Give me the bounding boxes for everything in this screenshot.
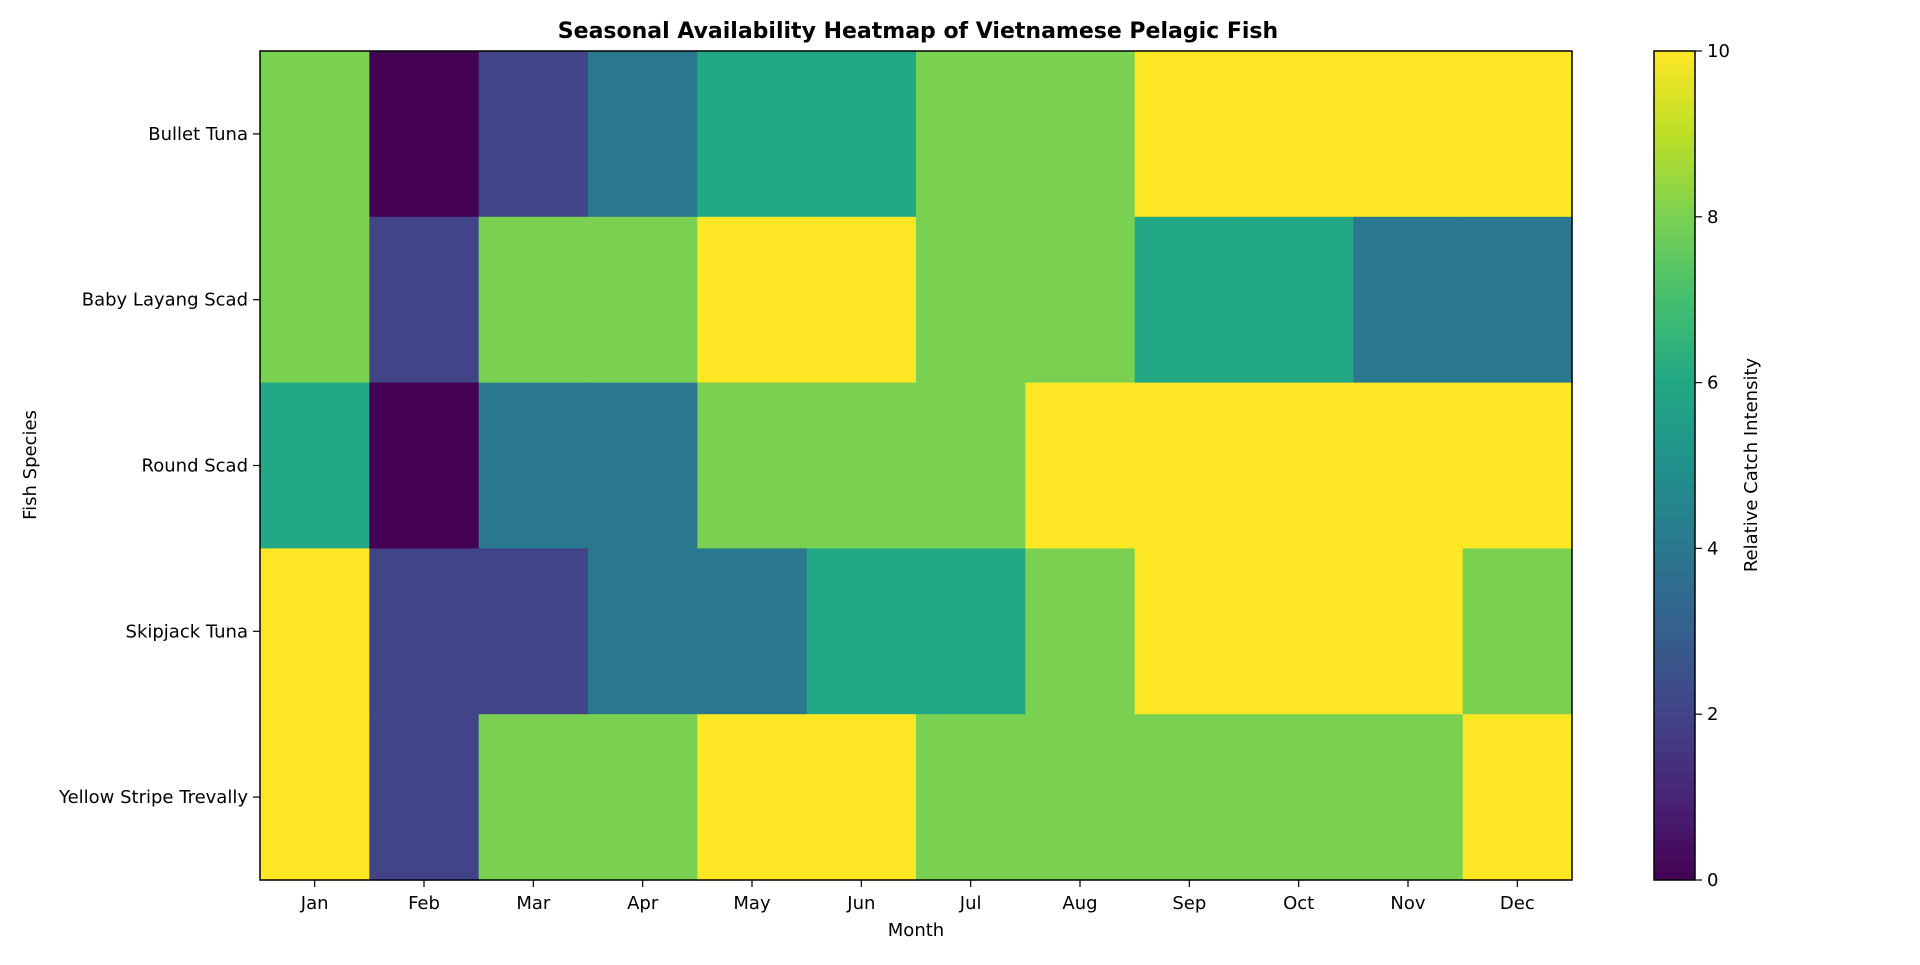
- heatmap-cell: [369, 216, 480, 384]
- heatmap-cell: [1462, 216, 1573, 384]
- heatmap-cell: [916, 51, 1026, 218]
- colorbar-tick-label: 2: [1707, 704, 1718, 725]
- heatmap-cell: [1134, 216, 1245, 384]
- y-tick-label: Baby Layang Scad: [82, 290, 248, 311]
- heatmap-cell: [697, 51, 808, 218]
- y-axis-label: Fish Species: [20, 410, 41, 520]
- x-axis-label: Month: [888, 920, 944, 941]
- heatmap-cell: [260, 51, 370, 218]
- heatmap-cell: [697, 382, 808, 549]
- heatmap-cells: [260, 51, 1573, 881]
- colorbar-label: Relative Catch Intensity: [1741, 357, 1762, 572]
- heatmap-cell: [478, 216, 589, 384]
- heatmap-cell: [916, 548, 1026, 715]
- heatmap-cell: [1025, 51, 1136, 218]
- heatmap-cell: [1353, 548, 1464, 715]
- heatmap-cell: [588, 714, 698, 881]
- colorbar-ticks: 0 2 4 6 8 10: [1695, 41, 1730, 891]
- heatmap-cell: [1462, 51, 1573, 218]
- heatmap-cell: [260, 714, 370, 881]
- heatmap-cell: [588, 216, 698, 384]
- y-tick-label: Round Scad: [142, 456, 248, 477]
- heatmap-cell: [1244, 216, 1354, 384]
- y-axis-ticks: Bullet Tuna Baby Layang Scad Round Scad Ski…: [58, 124, 260, 808]
- heatmap-cell: [369, 548, 480, 715]
- colorbar-tick-label: 0: [1707, 870, 1718, 891]
- heatmap-cell: [806, 51, 917, 218]
- heatmap-cell: [916, 216, 1026, 384]
- heatmap-cell: [916, 382, 1026, 549]
- heatmap-cell: [1025, 714, 1136, 881]
- x-tick-label: Aug: [1062, 893, 1097, 914]
- heatmap-cell: [697, 216, 808, 384]
- heatmap-cell: [1134, 714, 1245, 881]
- heatmap-cell: [478, 714, 589, 881]
- heatmap-cell: [1244, 548, 1354, 715]
- heatmap-cell: [478, 548, 589, 715]
- x-tick-label: Oct: [1283, 893, 1314, 914]
- colorbar-tick-label: 10: [1707, 41, 1730, 62]
- heatmap-cell: [260, 382, 370, 549]
- heatmap-cell: [1244, 51, 1354, 218]
- heatmap-cell: [697, 714, 808, 881]
- heatmap-cell: [1244, 382, 1354, 549]
- y-tick-label: Bullet Tuna: [148, 124, 248, 145]
- heatmap-cell: [806, 714, 917, 881]
- colorbar-tick-label: 4: [1707, 538, 1718, 559]
- heatmap-cell: [1025, 548, 1136, 715]
- heatmap-cell: [478, 51, 589, 218]
- colorbar-gradient: [1653, 50, 1696, 881]
- heatmap-cell: [369, 714, 480, 881]
- x-axis-ticks: Jan Feb Mar Apr May Jun Jul Aug Sep Oct Nov Dec: [300, 880, 1535, 914]
- heatmap-cell: [478, 382, 589, 549]
- x-tick-label: Mar: [516, 893, 551, 914]
- heatmap-cell: [1134, 548, 1245, 715]
- heatmap-cell: [806, 548, 917, 715]
- heatmap-cell: [1462, 714, 1573, 881]
- heatmap-cell: [1353, 714, 1464, 881]
- x-tick-label: Dec: [1500, 893, 1535, 914]
- heatmap-cell: [1462, 548, 1573, 715]
- heatmap-cell: [369, 382, 480, 549]
- heatmap-cell: [1025, 216, 1136, 384]
- heatmap-cell: [588, 382, 698, 549]
- heatmap-cell: [806, 216, 917, 384]
- x-tick-label: Jul: [959, 893, 982, 914]
- chart-title: Seasonal Availability Heatmap of Vietnam…: [558, 19, 1278, 44]
- x-tick-label: Jan: [300, 893, 329, 914]
- heatmap-cell: [1353, 51, 1464, 218]
- colorbar-tick-label: 6: [1707, 373, 1718, 394]
- heatmap-cell: [1353, 382, 1464, 549]
- heatmap-cell: [1244, 714, 1354, 881]
- heatmap-cell: [1462, 382, 1573, 549]
- y-tick-label: Skipjack Tuna: [126, 621, 248, 642]
- heatmap-cell: [697, 548, 808, 715]
- x-tick-label: Jun: [846, 893, 875, 914]
- colorbar-tick-label: 8: [1707, 207, 1718, 228]
- heatmap-cell: [1134, 51, 1245, 218]
- heatmap-cell: [1134, 382, 1245, 549]
- heatmap-cell: [806, 382, 917, 549]
- heatmap-cell: [369, 51, 480, 218]
- x-tick-label: Apr: [627, 893, 659, 914]
- x-tick-label: May: [733, 893, 771, 914]
- x-tick-label: Feb: [408, 893, 440, 914]
- heatmap-cell: [916, 714, 1026, 881]
- heatmap-cell: [588, 51, 698, 218]
- x-tick-label: Nov: [1390, 893, 1425, 914]
- heatmap-cell: [1025, 382, 1136, 549]
- heatmap-cell: [1353, 216, 1464, 384]
- y-tick-label: Yellow Stripe Trevally: [58, 787, 248, 808]
- heatmap-cell: [260, 216, 370, 384]
- heatmap-cell: [588, 548, 698, 715]
- x-tick-label: Sep: [1172, 893, 1206, 914]
- heatmap-cell: [260, 548, 370, 715]
